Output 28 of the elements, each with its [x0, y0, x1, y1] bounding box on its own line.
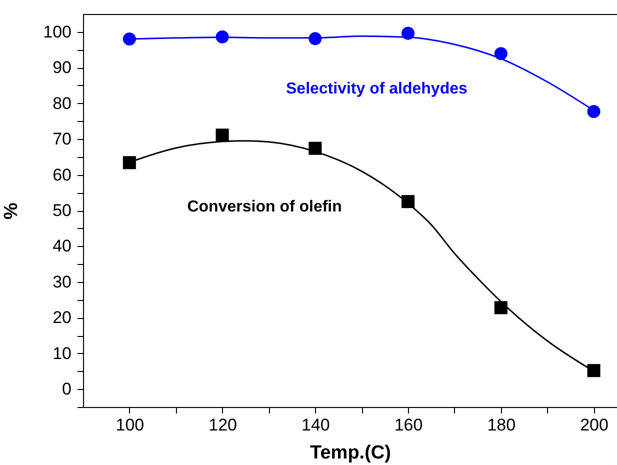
x-tick-label: 100 — [116, 416, 144, 434]
point — [122, 32, 136, 46]
point — [587, 105, 600, 118]
point — [122, 156, 136, 170]
x-tick-label: 120 — [208, 416, 237, 434]
x-axis-title: Temp.(C) — [310, 442, 391, 464]
y-axis-title: % — [1, 202, 22, 220]
y-tick-label: 60 — [52, 165, 72, 184]
y-tick-label: 20 — [52, 308, 72, 328]
y-tick-label: 70 — [52, 130, 72, 149]
y-tick-label: 0 — [62, 380, 72, 399]
y-tick-label: 80 — [52, 94, 72, 113]
x-tick-label: 140 — [301, 416, 330, 434]
point — [587, 364, 600, 378]
text: Conversion of olefin — [187, 198, 342, 216]
y-tick-label: 100 — [43, 22, 72, 42]
x-tick-label: 160 — [394, 416, 423, 434]
y-tick-label: 30 — [52, 272, 72, 292]
x-tick-label: 200 — [580, 416, 608, 434]
x-tick-label: 180 — [487, 416, 516, 434]
point — [494, 47, 508, 60]
y-tick-label: 40 — [52, 236, 72, 256]
text: Selectivity of aldehydes — [286, 80, 468, 98]
point — [494, 301, 508, 314]
y-tick-label: 10 — [52, 344, 72, 363]
point — [216, 128, 229, 142]
y-tick-label: 90 — [52, 58, 72, 78]
y-tick-label: 50 — [52, 201, 72, 220]
